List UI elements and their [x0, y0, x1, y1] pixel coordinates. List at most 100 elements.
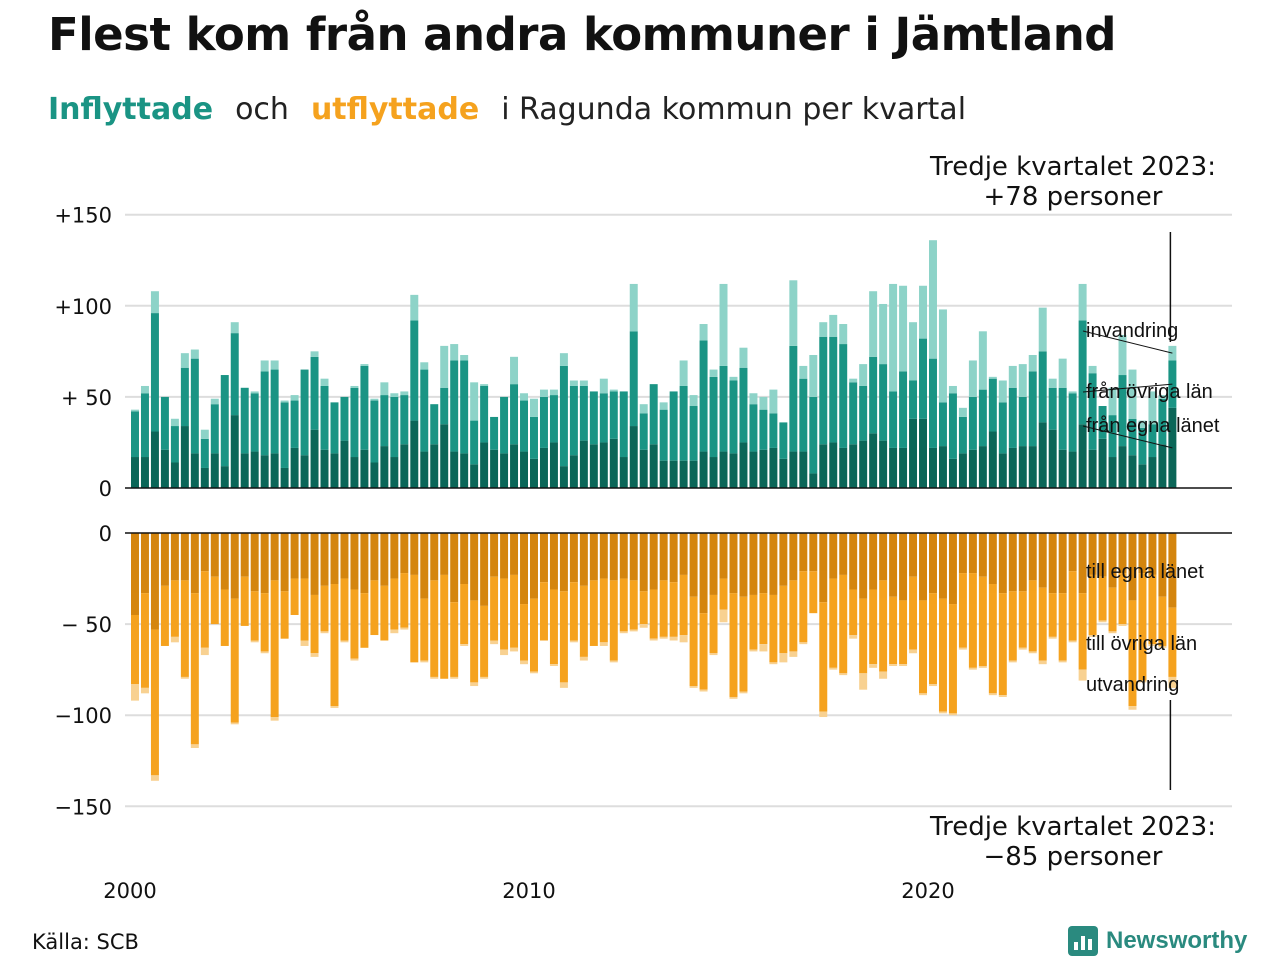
bar-in-1-86 — [988, 378, 997, 432]
bar-in-2-33 — [460, 354, 469, 361]
bar-in-0-61 — [739, 442, 748, 488]
bar-out-1-31 — [440, 574, 449, 679]
bar-out-0-72 — [849, 533, 858, 590]
bar-out-0-91 — [1038, 533, 1047, 588]
bar-out-1-51 — [639, 591, 648, 625]
bar-in-1-0 — [131, 411, 139, 458]
bar-out-0-0 — [131, 533, 139, 615]
chart-subtitle: Inflyttade och utflyttade i Ragunda kommun … — [48, 92, 988, 127]
bar-in-1-19 — [320, 385, 329, 450]
bar-in-1-75 — [879, 364, 888, 441]
bar-out-0-32 — [450, 533, 459, 603]
bar-in-0-39 — [520, 451, 529, 488]
bar-in-2-83 — [958, 407, 967, 417]
bar-out-1-87 — [998, 593, 1007, 696]
bar-in-0-54 — [669, 460, 678, 488]
bar-out-2-44 — [569, 640, 578, 643]
bar-out-1-57 — [699, 613, 708, 690]
bar-in-2-63 — [759, 396, 768, 410]
bar-out-1-50 — [629, 580, 638, 630]
bar-in-2-103 — [1158, 395, 1167, 399]
bar-out-2-60 — [729, 696, 738, 699]
bar-out-2-90 — [1028, 651, 1037, 654]
bar-in-2-70 — [829, 314, 838, 337]
bar-in-1-42 — [549, 395, 558, 443]
bar-out-1-3 — [160, 585, 169, 646]
bar-out-1-59 — [719, 578, 728, 610]
bar-out-0-70 — [829, 533, 838, 579]
bar-in-0-46 — [589, 444, 598, 488]
bar-in-2-6 — [190, 349, 199, 359]
bar-in-0-20 — [330, 453, 339, 488]
bar-in-0-88 — [1008, 447, 1017, 488]
bar-in-2-92 — [1048, 378, 1057, 388]
bar-out-0-104 — [1168, 533, 1177, 608]
bar-in-1-2 — [150, 313, 159, 432]
bar-in-1-6 — [190, 358, 199, 454]
bar-in-0-74 — [869, 433, 878, 488]
bar-in-2-90 — [1028, 354, 1037, 372]
bar-in-0-5 — [180, 426, 189, 488]
bar-in-1-92 — [1048, 387, 1057, 430]
bar-in-0-69 — [819, 444, 828, 488]
leader-2 — [1082, 330, 1173, 354]
bar-in-2-99 — [1118, 334, 1127, 376]
bar-out-1-69 — [819, 602, 828, 712]
bar-out-1-101 — [1138, 573, 1147, 681]
series-label-3: till egna länet — [1086, 561, 1204, 583]
bar-in-0-38 — [510, 444, 519, 488]
bar-out-1-92 — [1048, 593, 1057, 637]
bar-out-2-55 — [679, 635, 688, 643]
bar-in-0-28 — [410, 420, 419, 488]
bar-out-2-33 — [460, 644, 469, 646]
bar-out-2-39 — [520, 660, 529, 665]
callout-top-line1: Tredje kvartalet 2023: — [929, 152, 1216, 182]
bar-in-2-8 — [210, 398, 219, 405]
bar-in-2-74 — [869, 291, 878, 357]
bar-out-1-0 — [131, 614, 139, 685]
y-tick-top-0: +150 — [54, 204, 112, 228]
bar-out-1-7 — [200, 571, 209, 648]
bar-out-2-57 — [699, 689, 708, 692]
bar-out-1-60 — [729, 593, 738, 697]
bar-out-1-20 — [330, 584, 339, 707]
bar-out-0-17 — [300, 533, 309, 579]
bar-out-1-27 — [400, 573, 409, 628]
bar-in-1-44 — [569, 385, 578, 456]
bar-out-0-67 — [799, 533, 808, 572]
bar-in-2-0 — [131, 409, 139, 412]
bar-out-2-80 — [929, 684, 937, 687]
bar-out-1-71 — [839, 574, 848, 674]
bar-out-1-85 — [978, 576, 987, 667]
bar-in-2-67 — [799, 365, 808, 379]
bar-in-2-81 — [938, 309, 947, 403]
bar-out-0-69 — [819, 533, 828, 603]
bar-out-0-43 — [559, 533, 568, 592]
bar-in-0-21 — [340, 440, 349, 488]
bar-in-1-53 — [659, 409, 668, 461]
bar-in-2-84 — [968, 360, 977, 397]
bar-in-0-10 — [230, 415, 239, 488]
bar-in-0-79 — [919, 418, 928, 488]
bar-out-0-36 — [490, 533, 499, 577]
bar-out-2-64 — [769, 662, 778, 665]
bar-in-2-57 — [699, 324, 708, 341]
bar-out-1-80 — [929, 593, 937, 685]
bar-out-1-10 — [230, 598, 239, 723]
bar-in-1-13 — [260, 371, 269, 456]
bar-out-1-86 — [988, 584, 997, 694]
bar-in-2-43 — [559, 353, 568, 366]
bar-in-1-29 — [420, 369, 429, 452]
bar-out-1-61 — [739, 596, 748, 692]
bar-out-2-32 — [450, 676, 459, 679]
bar-in-0-48 — [609, 438, 618, 488]
bar-out-1-88 — [1008, 591, 1017, 661]
bar-in-2-79 — [919, 285, 928, 339]
bar-out-2-49 — [619, 631, 628, 634]
bar-in-2-58 — [709, 369, 718, 377]
bar-in-1-37 — [500, 396, 509, 454]
bar-out-1-81 — [938, 598, 947, 712]
bar-out-1-45 — [579, 585, 588, 657]
bar-out-1-103 — [1158, 596, 1167, 646]
bar-in-1-99 — [1118, 375, 1127, 447]
